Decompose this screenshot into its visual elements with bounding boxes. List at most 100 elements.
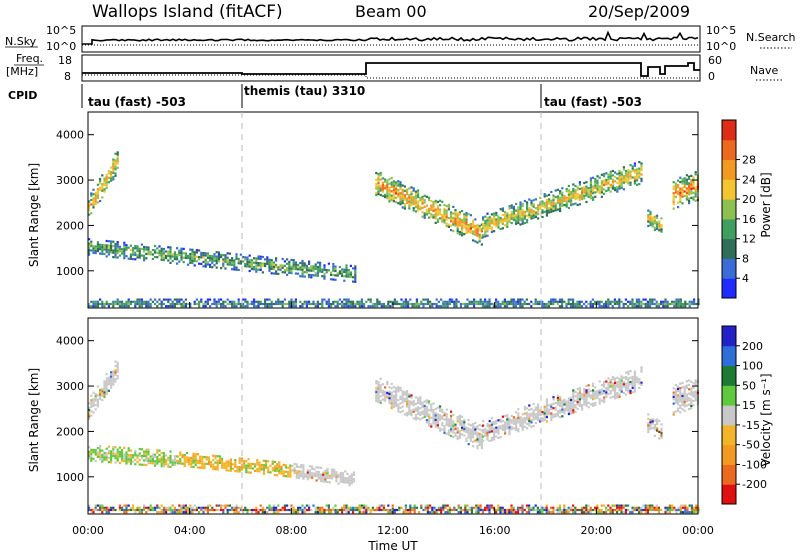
velocity-echo-cell bbox=[585, 404, 588, 407]
velocity-echo-cell bbox=[317, 473, 320, 476]
power-echo-cell bbox=[436, 200, 439, 203]
power-echo-cell bbox=[312, 269, 315, 272]
velocity-echo-cell bbox=[169, 506, 172, 509]
power-echo-cell bbox=[257, 262, 260, 265]
power-echo-cell bbox=[301, 262, 304, 265]
power-echo-cell bbox=[672, 203, 675, 206]
velocity-echo-cell bbox=[636, 380, 639, 384]
power-echo-cell bbox=[495, 211, 498, 214]
power-echo-cell bbox=[603, 192, 606, 195]
velocity-echo-cell bbox=[266, 506, 269, 509]
power-echo-cell bbox=[294, 305, 297, 308]
velocity-echo-cell bbox=[532, 418, 535, 421]
power-echo-cell bbox=[629, 181, 632, 184]
velocity-echo-cell bbox=[636, 378, 639, 381]
power-echo-cell bbox=[308, 276, 311, 279]
velocity-echo-cell bbox=[162, 458, 165, 461]
velocity-echo-cell bbox=[167, 456, 170, 459]
power-echo-cell bbox=[110, 175, 113, 178]
power-echo-cell bbox=[338, 265, 341, 269]
power-echo-cell bbox=[419, 199, 422, 202]
velocity-echo-cell bbox=[688, 383, 691, 386]
power-echo-cell bbox=[530, 300, 533, 303]
power-echo-cell bbox=[246, 265, 249, 268]
power-echo-cell bbox=[413, 305, 416, 308]
velocity-echo-cell bbox=[585, 395, 588, 399]
power-echo-cell bbox=[275, 300, 278, 303]
power-echo-cell bbox=[193, 257, 196, 260]
power-echo-cell bbox=[360, 298, 363, 301]
power-echo-cell bbox=[603, 175, 606, 178]
velocity-echo-cell bbox=[336, 511, 339, 514]
power-echo-cell bbox=[343, 302, 346, 306]
power-echo-cell bbox=[341, 300, 344, 303]
velocity-echo-cell bbox=[570, 396, 573, 399]
velocity-echo-cell bbox=[541, 410, 544, 414]
power-echo-cell bbox=[402, 302, 405, 306]
power-echo-cell bbox=[467, 224, 470, 227]
velocity-echo-cell bbox=[674, 401, 677, 404]
velocity-echo-cell bbox=[486, 436, 489, 439]
velocity-echo-cell bbox=[112, 508, 115, 512]
power-echo-cell bbox=[510, 204, 513, 207]
velocity-echo-cell bbox=[380, 504, 383, 507]
power-echo-cell bbox=[392, 180, 395, 183]
power-echo-cell bbox=[528, 211, 531, 214]
power-echo-cell bbox=[530, 217, 533, 220]
power-echo-cell bbox=[679, 187, 682, 190]
velocity-echo-cell bbox=[649, 421, 652, 424]
velocity-echo-cell bbox=[308, 476, 312, 479]
power-echo-cell bbox=[649, 215, 652, 218]
power-echo-cell bbox=[681, 202, 684, 205]
velocity-echo-cell bbox=[448, 506, 451, 509]
power-echo-cell bbox=[198, 249, 201, 252]
velocity-echo-cell bbox=[295, 476, 298, 479]
velocity-echo-cell bbox=[594, 403, 597, 407]
velocity-echo-cell bbox=[110, 454, 113, 457]
power-echo-cell bbox=[375, 191, 378, 194]
velocity-echo-cell bbox=[457, 504, 460, 507]
power-echo-cell bbox=[349, 300, 352, 303]
velocity-echo-cell bbox=[216, 468, 219, 471]
power-echo-cell bbox=[283, 271, 286, 274]
power-echo-cell bbox=[173, 251, 176, 254]
velocity-echo-cell bbox=[337, 475, 340, 479]
velocity-echo-cell bbox=[140, 448, 143, 451]
power-echo-cell bbox=[132, 251, 135, 254]
velocity-echo-cell bbox=[395, 391, 398, 394]
velocity-echo-cell bbox=[462, 508, 465, 512]
power-echo-cell bbox=[94, 202, 97, 205]
velocity-echo-cell bbox=[497, 508, 500, 512]
velocity-echo-cell bbox=[656, 422, 659, 426]
velocity-echo-cell bbox=[430, 425, 433, 428]
power-echo-cell bbox=[165, 250, 168, 253]
power-echo-cell bbox=[570, 195, 573, 198]
velocity-echo-cell bbox=[220, 508, 223, 512]
power-echo-cell bbox=[488, 298, 491, 301]
velocity-echo-cell bbox=[493, 427, 496, 430]
velocity-echo-cell bbox=[406, 403, 409, 406]
power-echo-cell bbox=[275, 266, 278, 269]
power-echo-cell bbox=[180, 258, 183, 261]
velocity-echo-cell bbox=[629, 381, 632, 384]
power-echo-cell bbox=[178, 253, 181, 257]
velocity-echo-cell bbox=[201, 464, 204, 467]
power-echo-cell bbox=[607, 182, 610, 185]
power-echo-cell bbox=[390, 177, 393, 180]
power-echo-cell bbox=[105, 180, 108, 183]
power-echo-cell bbox=[195, 260, 198, 263]
power-echo-cell bbox=[523, 217, 526, 220]
power-echo-cell bbox=[583, 192, 586, 196]
velocity-echo-cell bbox=[103, 458, 106, 461]
velocity-echo-cell bbox=[395, 389, 398, 392]
velocity-echo-cell bbox=[677, 390, 680, 393]
velocity-echo-cell bbox=[592, 398, 595, 401]
power-echo-cell bbox=[268, 302, 271, 306]
velocity-echo-cell bbox=[399, 406, 402, 409]
velocity-echo-cell bbox=[194, 457, 197, 460]
velocity-echo-cell bbox=[306, 473, 309, 476]
velocity-echo-cell bbox=[677, 394, 680, 397]
power-echo-cell bbox=[625, 178, 628, 181]
velocity-echo-cell bbox=[693, 508, 696, 512]
power-echo-cell bbox=[393, 300, 396, 303]
